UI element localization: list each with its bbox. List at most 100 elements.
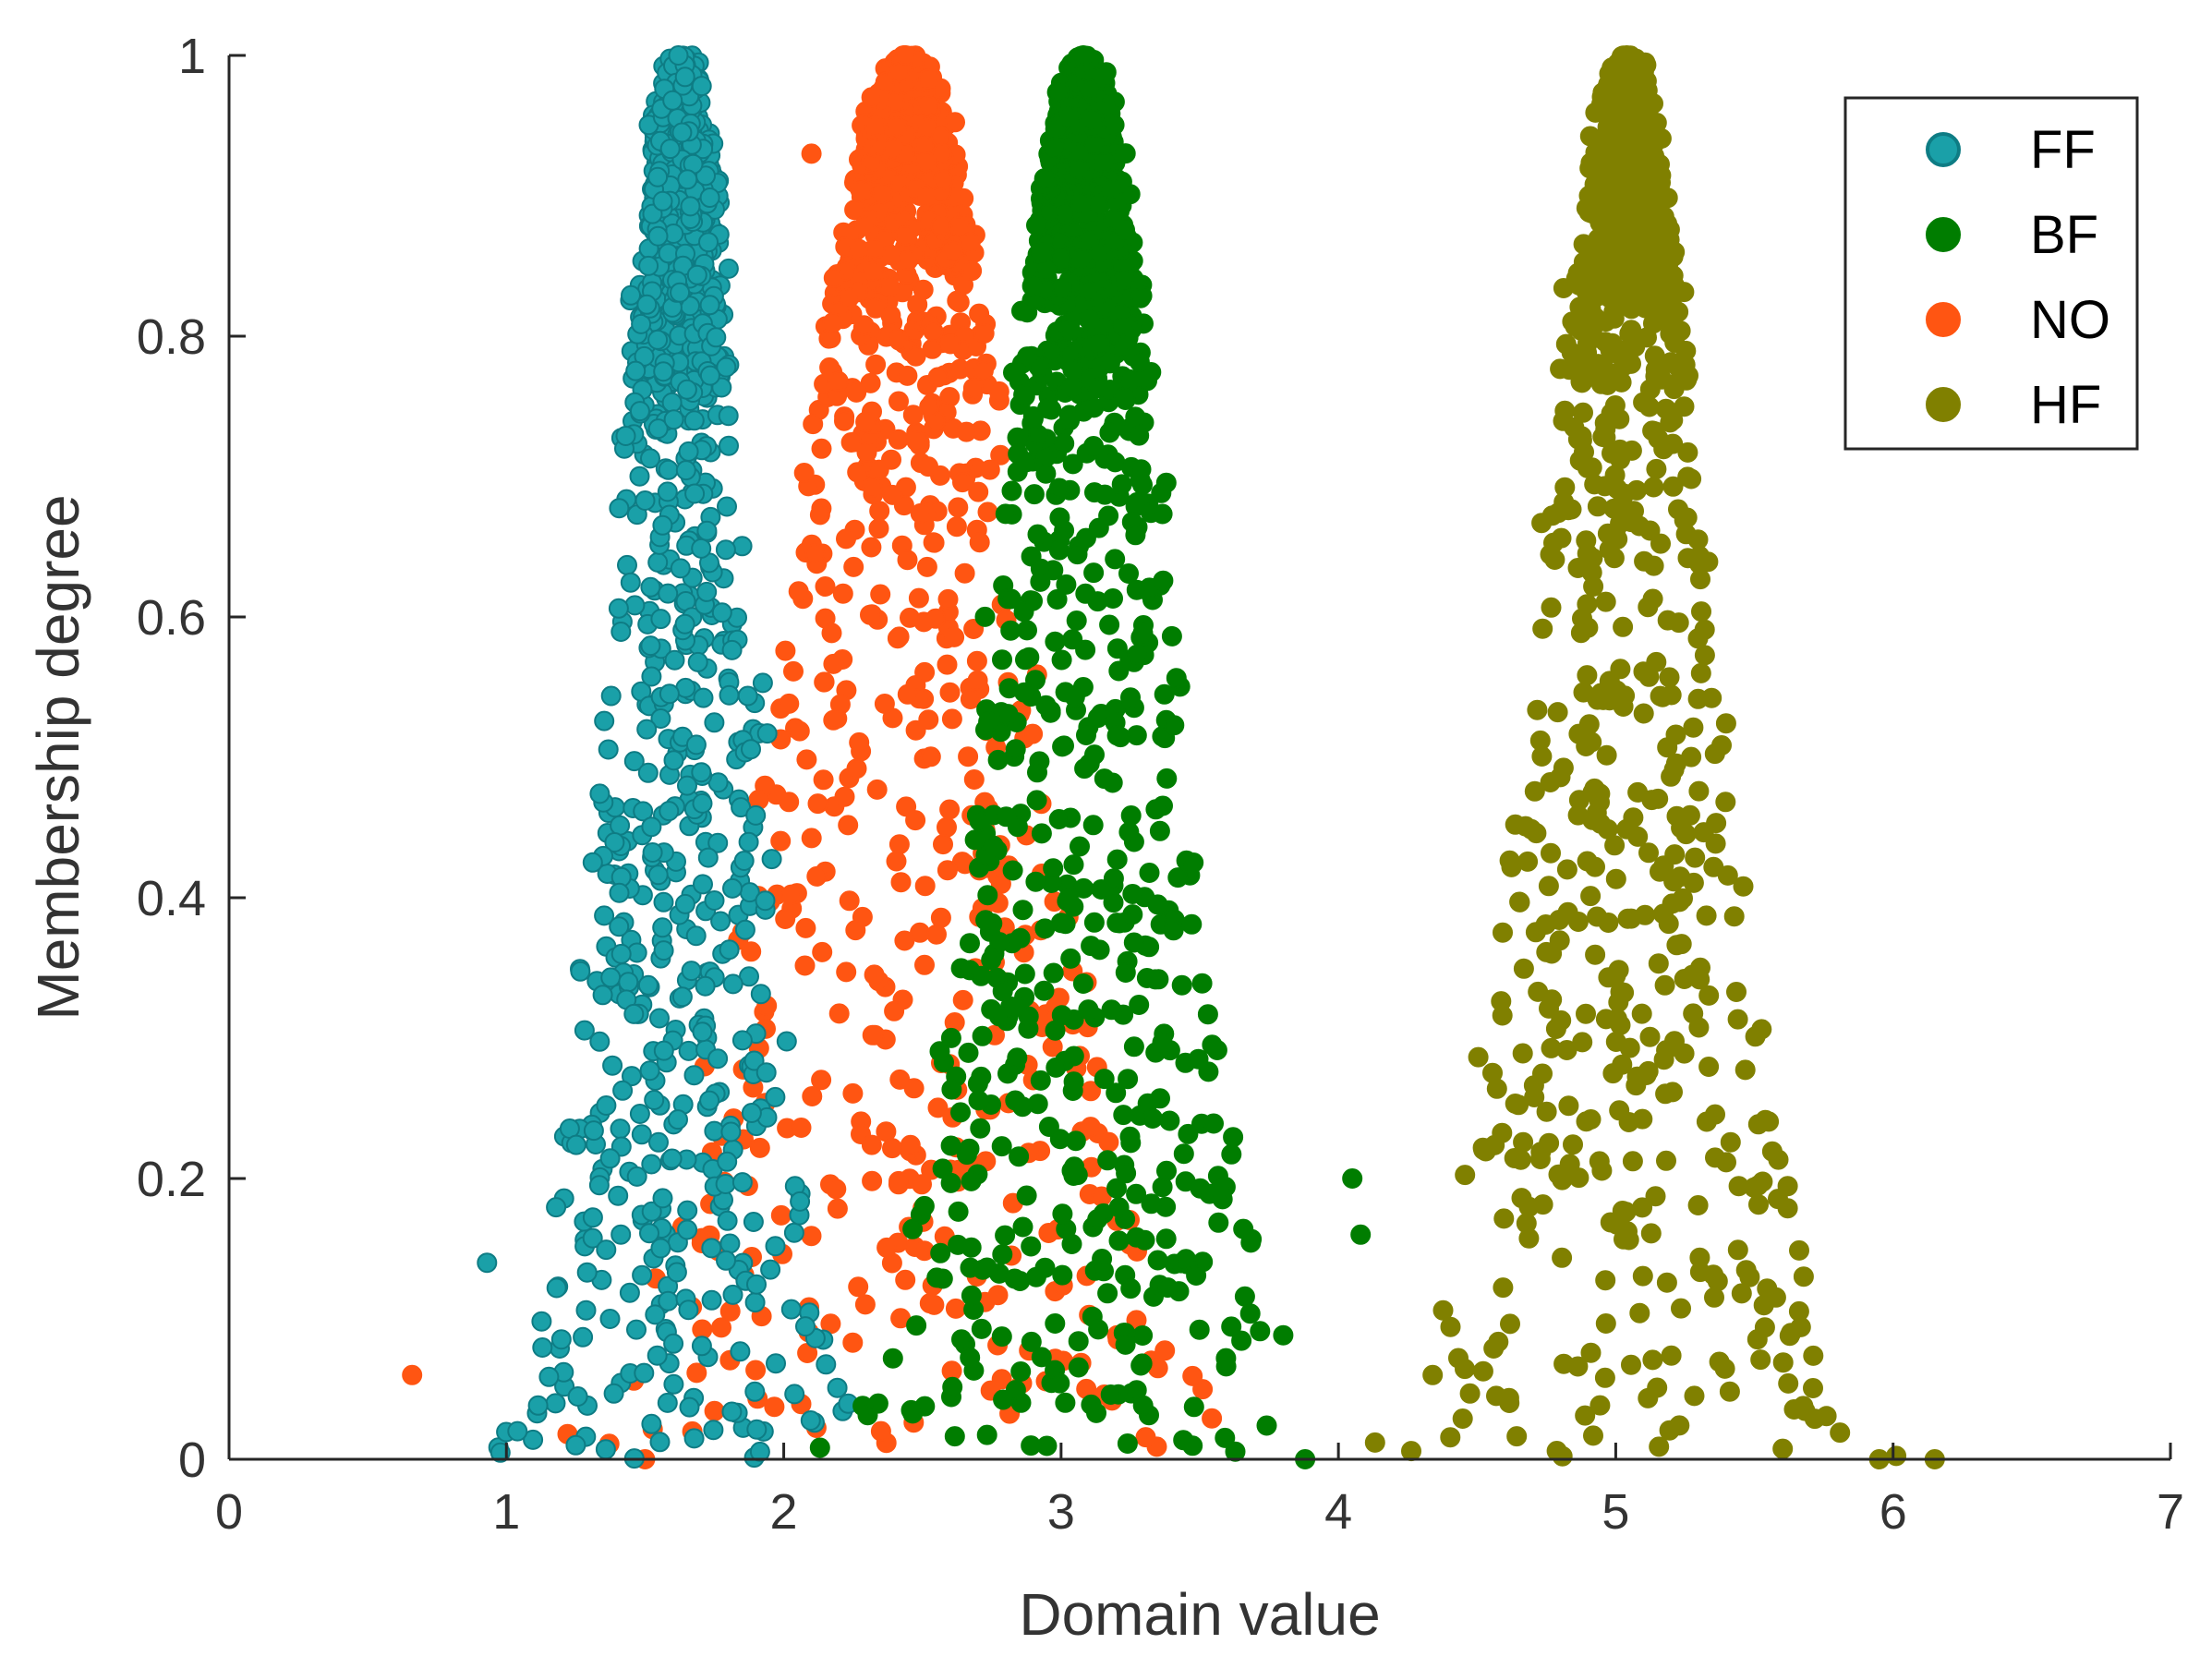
data-point-hf bbox=[1627, 826, 1649, 847]
data-point-ff bbox=[546, 1197, 567, 1218]
legend-marker-no bbox=[1926, 302, 1961, 337]
data-point-ff bbox=[576, 1262, 598, 1283]
data-point-hf bbox=[1727, 1239, 1748, 1261]
data-point-hf bbox=[1639, 520, 1661, 541]
data-point-hf bbox=[1568, 1167, 1589, 1189]
data-point-hf bbox=[1601, 263, 1622, 284]
data-point-hf bbox=[1614, 1228, 1634, 1250]
data-point-bf bbox=[1106, 913, 1128, 934]
data-point-ff bbox=[707, 1048, 729, 1070]
data-point-hf bbox=[1491, 991, 1512, 1012]
data-point-ff bbox=[596, 1239, 617, 1261]
data-point-no bbox=[939, 682, 961, 703]
data-point-ff bbox=[704, 890, 725, 911]
data-point-ff bbox=[681, 961, 702, 982]
data-point-ff bbox=[717, 496, 737, 517]
data-point-hf bbox=[1544, 550, 1565, 570]
data-point-no bbox=[944, 626, 965, 647]
data-point-hf bbox=[1731, 1283, 1752, 1304]
data-point-bf bbox=[1021, 1435, 1042, 1457]
data-point-hf bbox=[1772, 1438, 1794, 1459]
data-point-bf bbox=[1241, 1228, 1263, 1250]
data-point-bf bbox=[1130, 1355, 1152, 1376]
data-point-hf bbox=[1619, 323, 1640, 344]
data-point-hf bbox=[1639, 1026, 1661, 1047]
data-point-bf bbox=[1175, 1171, 1196, 1192]
data-point-bf bbox=[940, 1027, 961, 1048]
data-point-bf bbox=[1035, 446, 1057, 467]
data-point-bf bbox=[1070, 192, 1092, 213]
data-point-no bbox=[937, 588, 959, 610]
data-point-bf bbox=[1059, 407, 1081, 429]
data-point-ff bbox=[663, 750, 684, 771]
data-point-bf bbox=[1033, 980, 1055, 1001]
data-point-hf bbox=[1610, 659, 1631, 680]
data-point-hf bbox=[1658, 913, 1679, 935]
data-point-ff bbox=[661, 392, 683, 413]
data-point-no bbox=[915, 151, 937, 173]
data-point-hf bbox=[1440, 1316, 1461, 1337]
data-point-bf bbox=[941, 1079, 962, 1100]
data-point-hf bbox=[1614, 121, 1635, 142]
data-point-bf bbox=[1210, 1179, 1231, 1200]
data-point-hf bbox=[1646, 194, 1667, 215]
data-point-ff bbox=[715, 539, 736, 561]
data-point-hf bbox=[1646, 267, 1667, 288]
data-point-ff bbox=[617, 554, 637, 575]
data-point-hf bbox=[1604, 835, 1626, 856]
data-point-no bbox=[868, 459, 889, 480]
data-point-bf bbox=[1181, 913, 1203, 935]
data-point-hf bbox=[1750, 1349, 1771, 1371]
data-point-ff bbox=[642, 842, 663, 863]
data-point-no bbox=[882, 1138, 902, 1159]
data-point-bf bbox=[1026, 790, 1047, 811]
data-point-hf bbox=[1483, 1338, 1505, 1359]
data-point-ff bbox=[704, 712, 725, 733]
data-point-ff bbox=[609, 882, 630, 903]
data-point-hf bbox=[1650, 533, 1671, 554]
data-point-bf bbox=[1129, 425, 1150, 446]
data-point-bf bbox=[1188, 1048, 1209, 1070]
data-point-bf bbox=[1120, 687, 1141, 708]
data-point-no bbox=[1080, 1117, 1101, 1138]
data-point-bf bbox=[1072, 973, 1094, 994]
data-point-hf bbox=[1482, 1062, 1503, 1083]
data-point-hf bbox=[1705, 1147, 1725, 1168]
data-point-ff bbox=[719, 684, 740, 706]
data-point-bf bbox=[1025, 871, 1046, 892]
data-point-bf bbox=[1048, 539, 1070, 561]
data-point-bf bbox=[991, 1326, 1012, 1348]
x-tick-label: 4 bbox=[1324, 1484, 1352, 1540]
data-point-hf bbox=[1504, 1148, 1525, 1168]
data-point-ff bbox=[671, 122, 693, 143]
data-point-bf bbox=[1005, 739, 1026, 760]
data-point-ff bbox=[639, 1060, 660, 1082]
data-point-ff bbox=[692, 792, 713, 814]
data-point-hf bbox=[1633, 703, 1654, 724]
data-point-hf bbox=[1735, 1059, 1756, 1081]
data-point-no bbox=[741, 941, 762, 962]
data-point-ff bbox=[697, 847, 719, 868]
data-point-no bbox=[770, 830, 792, 852]
data-point-ff bbox=[677, 1200, 698, 1221]
data-point-hf bbox=[1668, 499, 1688, 520]
data-point-hf bbox=[1755, 1109, 1776, 1130]
data-point-hf bbox=[1788, 1300, 1809, 1322]
data-point-no bbox=[795, 917, 816, 938]
data-point-bf bbox=[1010, 1361, 1032, 1382]
data-point-no bbox=[894, 930, 915, 951]
data-point-bf bbox=[1043, 858, 1064, 879]
data-point-bf bbox=[1083, 397, 1105, 418]
data-point-hf bbox=[1595, 213, 1616, 234]
data-point-no bbox=[749, 1137, 770, 1158]
data-point-hf bbox=[1683, 872, 1704, 893]
data-point-bf bbox=[1256, 1415, 1277, 1436]
data-point-hf bbox=[1745, 1026, 1766, 1047]
data-point-ff bbox=[662, 90, 683, 111]
data-point-ff bbox=[755, 890, 776, 912]
data-point-hf bbox=[1524, 780, 1545, 802]
data-point-bf bbox=[1097, 1283, 1118, 1304]
data-point-bf bbox=[1058, 888, 1079, 909]
data-point-no bbox=[770, 1204, 792, 1226]
data-point-bf bbox=[992, 981, 1013, 1002]
